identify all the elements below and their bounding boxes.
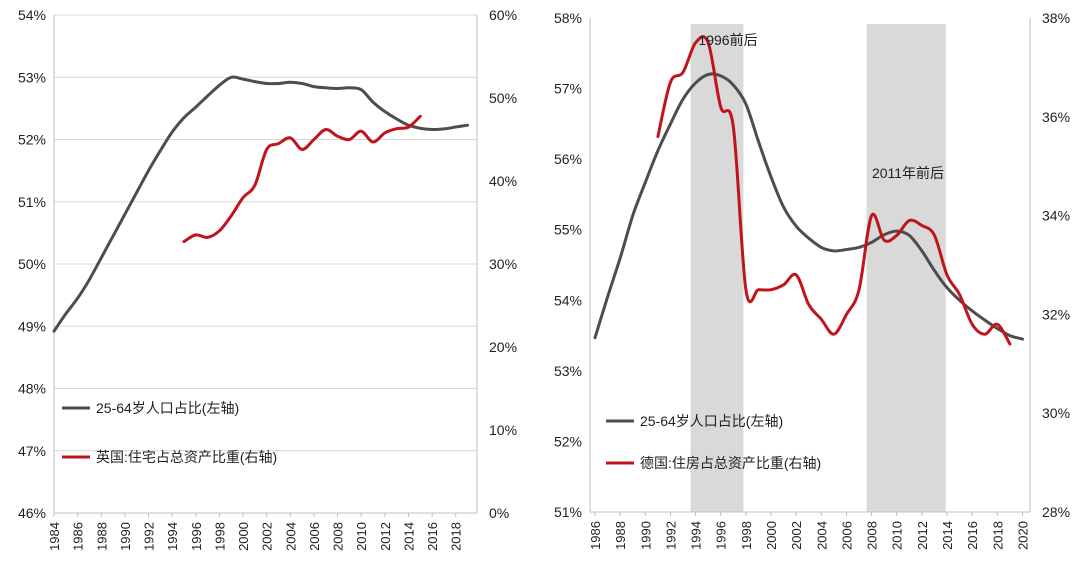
de-legend: 25-64岁人口占比(左轴) 德国:住房占总资产比重(右轴): [606, 413, 821, 471]
uk-left-tick-label: 54%: [18, 7, 46, 23]
uk-x-tick-label: 2006: [307, 522, 322, 551]
de-x-tick-label: 2002: [789, 521, 804, 550]
uk-right-tick-label: 40%: [489, 173, 517, 189]
de-x-tick-label: 1988: [613, 521, 628, 550]
uk-left-axis-ticks: 46% 47% 48% 49% 50% 51% 52% 53% 54%: [18, 7, 46, 521]
de-left-tick-label: 55%: [554, 222, 582, 238]
uk-x-tick-label: 2002: [260, 522, 275, 551]
de-x-tick-label: 1992: [663, 521, 678, 550]
uk-x-tick-label: 2018: [449, 522, 464, 551]
de-x-tick-label: 2004: [814, 521, 829, 550]
uk-right-tick-label: 30%: [489, 256, 517, 272]
de-x-tick-label: 2006: [839, 521, 854, 550]
uk-right-tick-label: 20%: [489, 339, 517, 355]
uk-right-tick-label: 0%: [489, 505, 509, 521]
de-x-tick-label: 1990: [638, 521, 653, 550]
uk-chart-panel: 46% 47% 48% 49% 50% 51% 52% 53% 54% 0% 10% 20% 30% 4…: [18, 7, 517, 551]
de-right-tick-label: 36%: [1042, 109, 1070, 125]
uk-left-tick-label: 50%: [18, 256, 46, 272]
uk-x-tick-label: 2012: [378, 522, 393, 551]
de-right-axis-ticks: 28% 30% 32% 34% 36% 38%: [1042, 10, 1070, 520]
uk-x-tick-label: 1994: [165, 522, 180, 551]
de-right-tick-label: 32%: [1042, 306, 1070, 322]
uk-legend-label-housing: 英国:住宅占总资产比重(右轴): [96, 449, 277, 465]
uk-x-tick-label: 2016: [425, 522, 440, 551]
uk-x-tick-label: 1996: [189, 522, 204, 551]
de-x-tick-label: 1998: [739, 521, 754, 550]
uk-x-tick-label: 2004: [283, 522, 298, 551]
uk-x-tick-label: 2014: [401, 522, 416, 551]
uk-legend-label-population: 25-64岁人口占比(左轴): [96, 400, 239, 416]
de-series-lines: [593, 35, 1024, 346]
uk-right-tick-label: 60%: [489, 7, 517, 23]
de-right-tick-label: 28%: [1042, 504, 1070, 520]
de-left-axis-ticks: 51% 52% 53% 54% 55% 56% 57% 58%: [554, 10, 582, 520]
uk-left-tick-label: 53%: [18, 69, 46, 85]
de-shaded-periods: [690, 24, 946, 512]
uk-housing-share-line: [182, 114, 422, 244]
uk-left-tick-label: 48%: [18, 381, 46, 397]
uk-right-tick-label: 10%: [489, 422, 517, 438]
uk-series-lines: [52, 75, 469, 333]
de-right-tick-label: 38%: [1042, 10, 1070, 26]
de-legend-label-population: 25-64岁人口占比(左轴): [640, 413, 783, 429]
uk-left-tick-label: 49%: [18, 318, 46, 334]
de-left-tick-label: 57%: [554, 81, 582, 97]
de-left-tick-label: 53%: [554, 363, 582, 379]
uk-right-tick-label: 50%: [489, 90, 517, 106]
de-x-tick-label: 2012: [915, 521, 930, 550]
uk-x-tick-label: 1988: [94, 522, 109, 551]
uk-x-axis-ticks: 1984 1986 1988 1990 1992 1994 1996 1998 2000 2002…: [47, 513, 464, 551]
uk-legend: 25-64岁人口占比(左轴) 英国:住宅占总资产比重(右轴): [62, 400, 277, 465]
uk-population-share-line: [52, 75, 469, 333]
uk-x-tick-label: 2008: [331, 522, 346, 551]
uk-left-tick-label: 47%: [18, 443, 46, 459]
uk-x-tick-label: 1992: [142, 522, 157, 551]
de-axes: [589, 18, 1031, 513]
de-left-tick-label: 58%: [554, 10, 582, 26]
de-x-tick-label: 2016: [965, 521, 980, 550]
uk-x-tick-label: 1984: [47, 522, 62, 551]
uk-left-tick-label: 46%: [18, 505, 46, 521]
de-left-tick-label: 51%: [554, 504, 582, 520]
uk-x-tick-label: 2000: [236, 522, 251, 551]
uk-x-tick-label: 2010: [354, 522, 369, 551]
de-housing-share-line: [656, 35, 1012, 346]
de-x-axis-ticks: 1986 1988 1990 1992 1994 1996 1998 2000 2002 2004…: [588, 512, 1030, 550]
de-x-tick-label: 1996: [714, 521, 729, 550]
uk-gridlines: [54, 14, 477, 514]
de-legend-label-housing: 德国:住房占总资产比重(右轴): [640, 455, 821, 471]
de-x-tick-label: 1994: [689, 521, 704, 550]
de-right-tick-label: 34%: [1042, 208, 1070, 224]
de-population-share-line: [593, 72, 1024, 341]
de-x-tick-label: 2008: [865, 521, 880, 550]
de-right-tick-label: 30%: [1042, 405, 1070, 421]
de-x-tick-label: 2010: [890, 521, 905, 550]
de-chart-panel: 51% 52% 53% 54% 55% 56% 57% 58% 28% 30% 32% 34% 36%…: [554, 10, 1070, 550]
uk-left-tick-label: 51%: [18, 194, 46, 210]
de-x-tick-label: 1986: [588, 521, 603, 550]
de-x-tick-label: 2000: [764, 521, 779, 550]
de-left-tick-label: 56%: [554, 151, 582, 167]
de-left-tick-label: 52%: [554, 433, 582, 449]
de-x-tick-label: 2018: [990, 521, 1005, 550]
uk-x-tick-label: 1986: [71, 522, 86, 551]
de-x-tick-label: 2020: [1015, 521, 1030, 550]
de-shade-band: [690, 24, 744, 512]
uk-x-tick-label: 1998: [212, 522, 227, 551]
de-annotation-2011: 2011年前后: [872, 165, 944, 181]
de-annotation-1996: 1996前后: [698, 32, 757, 48]
uk-left-tick-label: 52%: [18, 132, 46, 148]
uk-right-axis-ticks: 0% 10% 20% 30% 40% 50% 60%: [489, 7, 517, 521]
de-left-tick-label: 54%: [554, 292, 582, 308]
uk-x-tick-label: 1990: [118, 522, 133, 551]
de-x-tick-label: 2014: [940, 521, 955, 550]
